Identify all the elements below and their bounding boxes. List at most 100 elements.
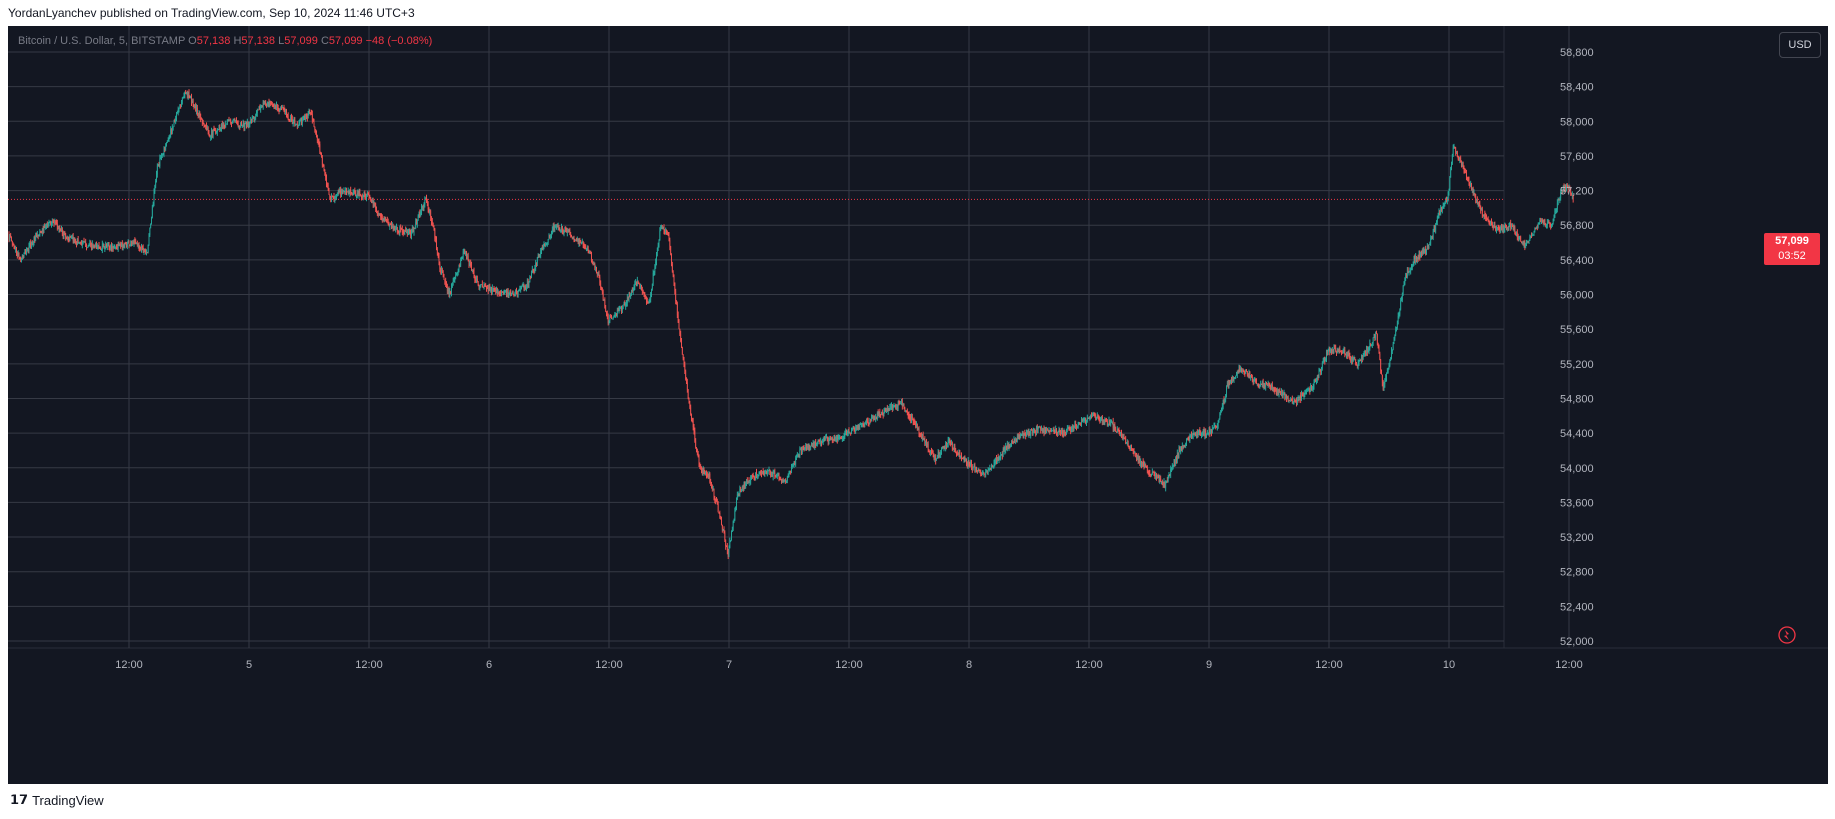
candle-body bbox=[1290, 398, 1292, 401]
candle-body bbox=[107, 245, 109, 247]
candle-body bbox=[163, 148, 165, 154]
candle-body bbox=[1081, 419, 1082, 424]
currency-button[interactable]: USD bbox=[1779, 32, 1821, 58]
candle-body bbox=[191, 96, 192, 103]
candle-body bbox=[390, 224, 392, 226]
candle-body bbox=[95, 243, 97, 247]
candle-body bbox=[1356, 364, 1358, 367]
candle-body bbox=[78, 243, 80, 245]
candle-body bbox=[786, 476, 788, 481]
candle-body bbox=[97, 245, 99, 248]
candle-body bbox=[1366, 349, 1368, 353]
price-chart[interactable]: 52,00052,40052,80053,20053,60054,00054,4… bbox=[8, 26, 1828, 784]
candle-body bbox=[45, 226, 47, 228]
candle-body bbox=[1255, 378, 1257, 381]
candle-body bbox=[909, 416, 911, 418]
candle-body bbox=[766, 472, 768, 474]
candle-body bbox=[158, 164, 160, 167]
candle-body bbox=[243, 122, 245, 128]
symbol-label[interactable]: Bitcoin / U.S. Dollar, 5, BITSTAMP bbox=[18, 35, 186, 47]
candle-body bbox=[472, 270, 474, 272]
candle-body bbox=[154, 185, 156, 192]
candle-body bbox=[286, 111, 287, 115]
candle-body bbox=[449, 291, 451, 296]
candle-body bbox=[386, 219, 387, 221]
candle-body bbox=[596, 267, 597, 274]
candle-body bbox=[627, 297, 629, 299]
candle-body bbox=[861, 423, 862, 425]
candle-body bbox=[1295, 400, 1297, 402]
candle-body bbox=[1560, 191, 1562, 198]
candle-body bbox=[900, 403, 902, 405]
candle-body bbox=[831, 437, 832, 439]
footer-logo[interactable]: 𝟭𝟳 TradingView bbox=[10, 792, 104, 808]
candle-body bbox=[724, 532, 726, 541]
candle-body bbox=[1341, 352, 1343, 354]
candle-body bbox=[875, 417, 877, 419]
candle-body bbox=[1263, 385, 1265, 388]
candle-body bbox=[1052, 429, 1054, 431]
candle-body bbox=[1340, 350, 1342, 352]
ohlc-legend: Bitcoin / U.S. Dollar, 5, BITSTAMP O57,1… bbox=[18, 35, 432, 47]
candle-body bbox=[1260, 383, 1262, 385]
candle-body bbox=[828, 438, 830, 443]
candle-body bbox=[591, 253, 592, 261]
candle-body bbox=[883, 411, 885, 415]
candle-body bbox=[940, 453, 942, 455]
candle-body bbox=[1481, 208, 1482, 210]
candle-body bbox=[821, 441, 822, 444]
candle-body bbox=[1166, 480, 1168, 482]
candle-body bbox=[1176, 453, 1178, 461]
candle-body bbox=[1031, 429, 1032, 431]
candle-body bbox=[727, 550, 729, 557]
candle-body bbox=[479, 285, 481, 289]
candle-body bbox=[994, 461, 996, 464]
candle-body bbox=[521, 286, 522, 289]
candle-body bbox=[835, 439, 837, 441]
candle-body bbox=[1397, 315, 1399, 325]
candle-body bbox=[261, 105, 263, 107]
candle-body bbox=[613, 315, 615, 317]
candle-body bbox=[947, 439, 949, 447]
candle-body bbox=[1571, 193, 1572, 196]
candle-body bbox=[760, 472, 762, 474]
candle-body bbox=[671, 264, 673, 272]
candle-body bbox=[715, 499, 717, 501]
candle-body bbox=[180, 104, 182, 107]
close-label: C bbox=[320, 35, 329, 47]
candle-body bbox=[1424, 248, 1426, 251]
candle-body bbox=[436, 238, 437, 250]
candle-body bbox=[1147, 471, 1149, 473]
candle-body bbox=[214, 129, 216, 131]
candle-body bbox=[316, 131, 317, 136]
candle-body bbox=[1373, 334, 1375, 338]
candle-body bbox=[475, 279, 477, 282]
candle-body bbox=[1421, 253, 1422, 255]
candle-body bbox=[451, 287, 452, 295]
price-axis[interactable]: 52,00052,40052,80053,20053,60054,00054,4… bbox=[1560, 47, 1594, 648]
candle-body bbox=[880, 414, 882, 416]
candle-body bbox=[66, 236, 68, 238]
candle-body bbox=[1312, 387, 1314, 390]
candle-body bbox=[211, 130, 212, 137]
replay-icon[interactable] bbox=[1778, 626, 1796, 644]
candle-body bbox=[555, 226, 557, 228]
candle-body bbox=[509, 291, 511, 294]
candle-body bbox=[1112, 421, 1114, 429]
candle-body bbox=[1297, 397, 1299, 400]
time-axis[interactable]: 12:00 5 12:00 6 12:00 7 12:00 8 12:00 9 12:00 10 12:… bbox=[115, 659, 1583, 671]
candle-body bbox=[351, 192, 352, 195]
candle-body bbox=[226, 123, 227, 125]
candle-body bbox=[1111, 421, 1112, 423]
candle-body bbox=[1240, 367, 1242, 372]
candle-body bbox=[1273, 388, 1275, 390]
candle-body bbox=[840, 436, 842, 438]
candle-body bbox=[205, 124, 207, 126]
candle-body bbox=[1301, 394, 1302, 400]
candle-body bbox=[285, 111, 287, 113]
candle-body bbox=[1168, 474, 1170, 476]
candle-body bbox=[70, 236, 72, 238]
chart-panel[interactable]: 52,000 52,400 52,800 53,200 53,600 54,000 54,4… bbox=[8, 26, 1828, 784]
candle-body bbox=[1491, 221, 1492, 223]
candle-body bbox=[1048, 430, 1050, 432]
